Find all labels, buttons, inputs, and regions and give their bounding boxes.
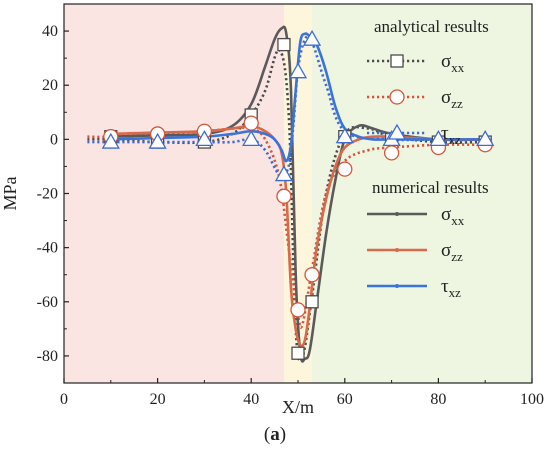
x-tick-label: 100: [520, 391, 544, 408]
legend-marker-xx: [390, 54, 404, 68]
marker-xz: [335, 127, 354, 144]
y-tick-label: 0: [50, 131, 58, 148]
legend-marker-xz: [387, 123, 407, 140]
legend-dot-num-xx: [395, 212, 399, 216]
numerical-curve-xz: [110, 32, 486, 163]
marker-xz: [148, 132, 167, 149]
region-band: [312, 4, 532, 383]
x-tick-label: 40: [243, 391, 259, 408]
figure-caption: (a): [0, 424, 550, 446]
marker-xz: [101, 132, 120, 149]
legend-label-zz: σzz: [441, 87, 463, 111]
x-axis-title: X/m: [282, 397, 314, 417]
legend-label-xx: σxx: [441, 204, 465, 228]
marker-xz: [242, 130, 261, 147]
y-tick-label: 20: [42, 77, 58, 94]
marker-xz: [274, 165, 294, 182]
legend-label-xx: σxx: [441, 51, 465, 75]
marker-zz: [290, 302, 306, 318]
marker-xz: [302, 29, 322, 46]
marker-xz: [429, 130, 448, 147]
legend-marker-zz: [389, 89, 405, 105]
legend: analytical results numerical results σxx…: [367, 17, 489, 300]
marker-xz: [476, 130, 495, 147]
x-tick-label: 80: [430, 391, 446, 408]
marker-zz: [304, 267, 320, 283]
caption-letter: a: [270, 424, 280, 445]
y-axis-title: MPa: [0, 176, 20, 210]
y-tick-label: 40: [42, 23, 58, 40]
legend-heading-numerical: numerical results: [372, 178, 489, 197]
legend-label-xz: τxz: [441, 123, 461, 147]
marker-xx: [291, 346, 305, 360]
marker-xz: [288, 62, 308, 79]
legend-dot-num-zz: [395, 248, 399, 252]
legend-items: σxx σzz τxz σxx σzz τxz: [367, 51, 465, 300]
x-tick-label: 0: [60, 391, 68, 408]
marker-xx: [305, 295, 319, 309]
y-tick-label: -40: [37, 240, 58, 257]
marker-xz: [195, 130, 214, 147]
y-tick-label: -60: [37, 294, 58, 311]
marker-zz: [383, 145, 400, 161]
marker-zz: [243, 115, 259, 131]
legend-heading-analytical: analytical results: [374, 17, 489, 36]
legend-label-zz: σzz: [441, 240, 463, 264]
region-band: [64, 4, 284, 383]
y-axis: -80 -60 -40 -20 0 20 40: [37, 23, 69, 365]
legend-dot-num-xz: [395, 284, 399, 288]
marker-xx: [277, 37, 291, 52]
caption-close: ): [279, 424, 287, 445]
caption-open: (: [263, 424, 271, 445]
background-regions: [64, 4, 532, 383]
y-tick-label: -80: [37, 348, 58, 365]
marker-zz: [337, 161, 353, 177]
analytical-markers: [101, 29, 495, 360]
x-axis: 0 20 40 60 80 100: [60, 378, 544, 408]
marker-zz: [276, 188, 292, 204]
x-tick-label: 20: [150, 391, 166, 408]
legend-label-xz: τxz: [441, 276, 461, 300]
x-tick-label: 60: [337, 391, 353, 408]
y-tick-label: -20: [37, 186, 58, 203]
